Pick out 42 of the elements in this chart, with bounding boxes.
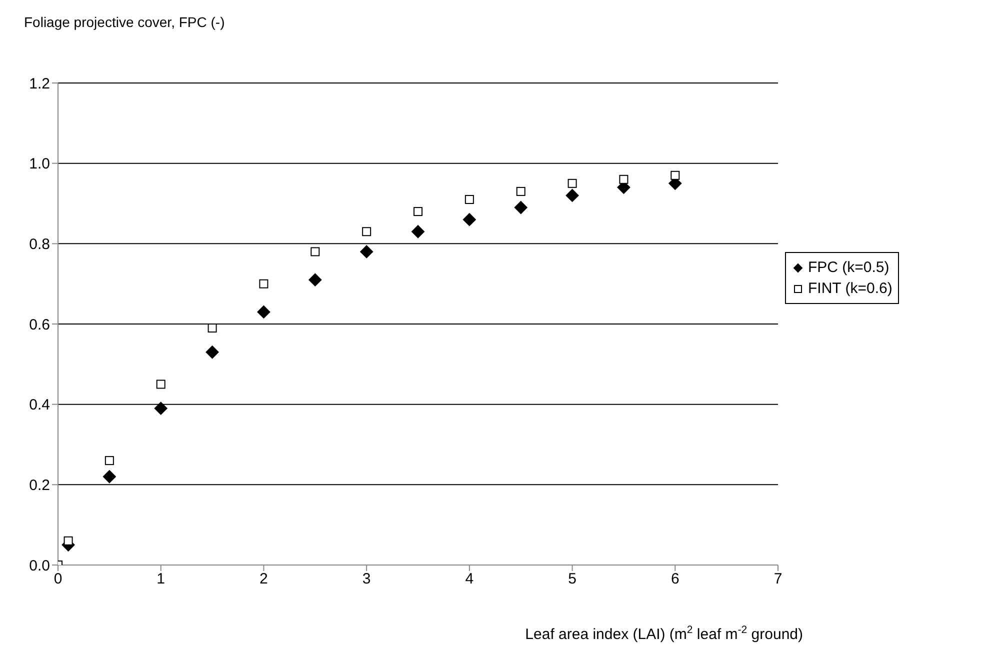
y-tick-label: 0.0	[29, 557, 50, 574]
point	[566, 188, 579, 202]
y-tick-label: 0.6	[29, 316, 50, 334]
point	[462, 213, 476, 226]
x-tick-label: 0	[54, 570, 62, 588]
y-tick-label: 0.2	[29, 476, 50, 494]
point	[308, 273, 322, 286]
point	[154, 402, 168, 415]
y-tick-label: 0.4	[29, 396, 50, 414]
x-axis-title: Leaf area index (LAI) (m$^{2}$ leaf m$^{-2}$ ground)	[525, 624, 803, 643]
x-tick-label: 4	[465, 570, 474, 588]
y-tick-label: 1.2	[29, 75, 50, 92]
x-tick-label: 5	[568, 570, 576, 588]
chart-title: Foliage projective cover, FPC (-)	[24, 14, 225, 30]
point	[156, 380, 166, 389]
point	[310, 247, 320, 256]
point	[104, 456, 114, 466]
point	[414, 207, 422, 216]
point	[514, 201, 528, 214]
point	[670, 170, 680, 180]
x-tick-label: 6	[670, 570, 680, 588]
point	[102, 470, 116, 484]
point	[360, 245, 374, 258]
point	[206, 346, 219, 359]
legend-label: FINT (k=0.6)	[808, 279, 892, 299]
point	[516, 186, 526, 196]
x-tick-label: 3	[362, 570, 371, 588]
point	[619, 174, 628, 184]
x-tick-label: 1	[156, 570, 166, 588]
x-tick-label: 2	[260, 570, 268, 588]
point	[362, 227, 372, 236]
y-tick-label: 0.8	[29, 236, 50, 253]
point	[412, 225, 424, 238]
point	[464, 194, 474, 204]
point	[257, 305, 270, 318]
point	[259, 279, 268, 288]
point	[64, 536, 73, 546]
legend-label: FPC (k=0.5)	[808, 258, 890, 278]
point	[208, 324, 217, 333]
x-tick-label: 7	[774, 570, 782, 588]
point	[568, 178, 577, 188]
y-tick-label: 1.0	[29, 156, 50, 173]
